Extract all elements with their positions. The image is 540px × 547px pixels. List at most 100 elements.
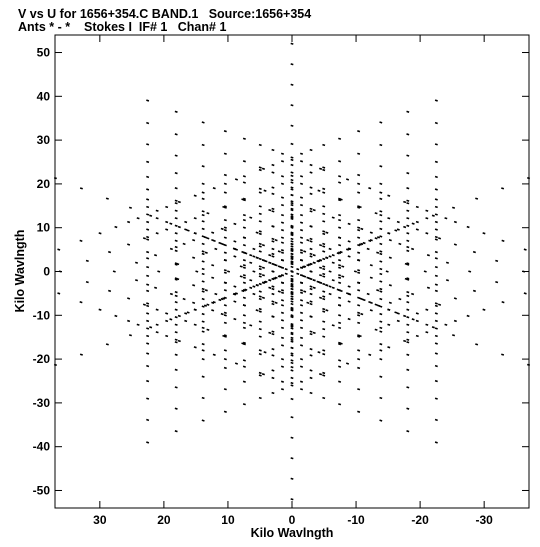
- uv-point: [309, 207, 313, 211]
- uv-point: [165, 220, 169, 224]
- uv-point: [242, 326, 246, 330]
- uv-point: [306, 301, 310, 304]
- uv-point: [201, 375, 205, 378]
- uv-point: [290, 261, 294, 264]
- uv-point: [322, 335, 326, 338]
- uv-point: [252, 247, 256, 251]
- uv-point: [338, 175, 342, 178]
- uv-point: [331, 286, 335, 289]
- uv-point: [338, 236, 342, 239]
- uv-point: [387, 346, 391, 349]
- uv-point: [406, 187, 410, 190]
- uv-point: [136, 323, 140, 326]
- uv-point: [379, 182, 383, 185]
- uv-point: [252, 285, 256, 288]
- uv-point: [252, 270, 256, 273]
- uv-point: [379, 235, 383, 238]
- uv-point: [290, 42, 294, 45]
- uv-point: [290, 124, 294, 127]
- uv-point: [347, 240, 351, 243]
- uv-point: [201, 290, 205, 293]
- uv-point: [338, 380, 342, 383]
- uv-point: [261, 167, 265, 170]
- uv-point: [177, 339, 181, 343]
- uv-point: [263, 351, 267, 354]
- uv-point: [280, 251, 285, 254]
- uv-point: [127, 243, 131, 246]
- uv-point: [309, 247, 313, 251]
- uv-point: [241, 198, 245, 201]
- uv-point: [322, 250, 326, 253]
- uv-point: [206, 328, 210, 331]
- uv-point: [211, 309, 215, 312]
- uv-point: [201, 272, 205, 276]
- uv-point: [280, 299, 285, 302]
- uv-point: [290, 287, 294, 291]
- uv-point: [309, 354, 313, 357]
- uv-point: [338, 266, 342, 269]
- uv-point: [146, 274, 150, 278]
- uv-point: [280, 274, 285, 277]
- uv-point: [411, 318, 415, 321]
- uv-point: [357, 334, 361, 337]
- uv-point: [445, 279, 450, 282]
- uv-point: [290, 174, 294, 178]
- uv-point: [406, 407, 410, 410]
- uv-point: [341, 275, 345, 278]
- uv-point: [146, 99, 150, 102]
- uv-point: [280, 289, 285, 292]
- uv-point: [374, 328, 378, 331]
- uv-point: [290, 142, 294, 146]
- uv-point: [233, 255, 237, 258]
- uv-point: [338, 365, 342, 368]
- uv-point: [274, 264, 278, 267]
- uv-point: [271, 292, 275, 296]
- uv-point: [233, 285, 237, 288]
- uv-point: [146, 143, 150, 146]
- uv-point: [396, 312, 400, 315]
- uv-point: [388, 256, 392, 259]
- uv-point: [223, 334, 227, 337]
- uv-point: [146, 327, 150, 330]
- uv-point: [242, 181, 246, 184]
- uv-point: [466, 225, 470, 229]
- uv-point: [218, 241, 222, 245]
- uv-point: [290, 181, 294, 184]
- uv-point: [331, 324, 335, 327]
- uv-point: [434, 319, 438, 323]
- uv-point: [322, 220, 326, 223]
- uv-point: [249, 279, 253, 282]
- uv-point: [105, 343, 109, 346]
- uv-point: [299, 266, 304, 269]
- uv-point: [85, 259, 89, 263]
- uv-point: [223, 296, 227, 299]
- uv-point: [98, 232, 102, 235]
- uv-point: [406, 249, 410, 252]
- uv-point: [280, 236, 285, 239]
- uv-point: [258, 191, 262, 194]
- uv-point: [377, 236, 381, 239]
- uv-point: [165, 205, 169, 209]
- uv-point: [223, 366, 227, 370]
- uv-point: [174, 224, 178, 227]
- uv-point: [357, 304, 361, 307]
- uv-point: [223, 271, 227, 274]
- uv-point: [394, 229, 398, 232]
- uv-point: [290, 274, 294, 278]
- uv-point: [201, 227, 205, 231]
- uv-point: [406, 386, 410, 389]
- uv-point: [201, 396, 205, 400]
- uv-point: [193, 194, 197, 197]
- uv-point: [299, 326, 304, 330]
- uv-point: [369, 264, 373, 267]
- uv-point: [128, 206, 132, 209]
- uv-point: [290, 83, 294, 86]
- uv-point: [223, 130, 227, 133]
- uv-point: [434, 441, 438, 444]
- uv-point: [290, 226, 294, 229]
- uv-point: [290, 188, 294, 191]
- uv-point: [406, 199, 410, 202]
- uv-point: [165, 312, 169, 315]
- uv-point: [268, 279, 272, 282]
